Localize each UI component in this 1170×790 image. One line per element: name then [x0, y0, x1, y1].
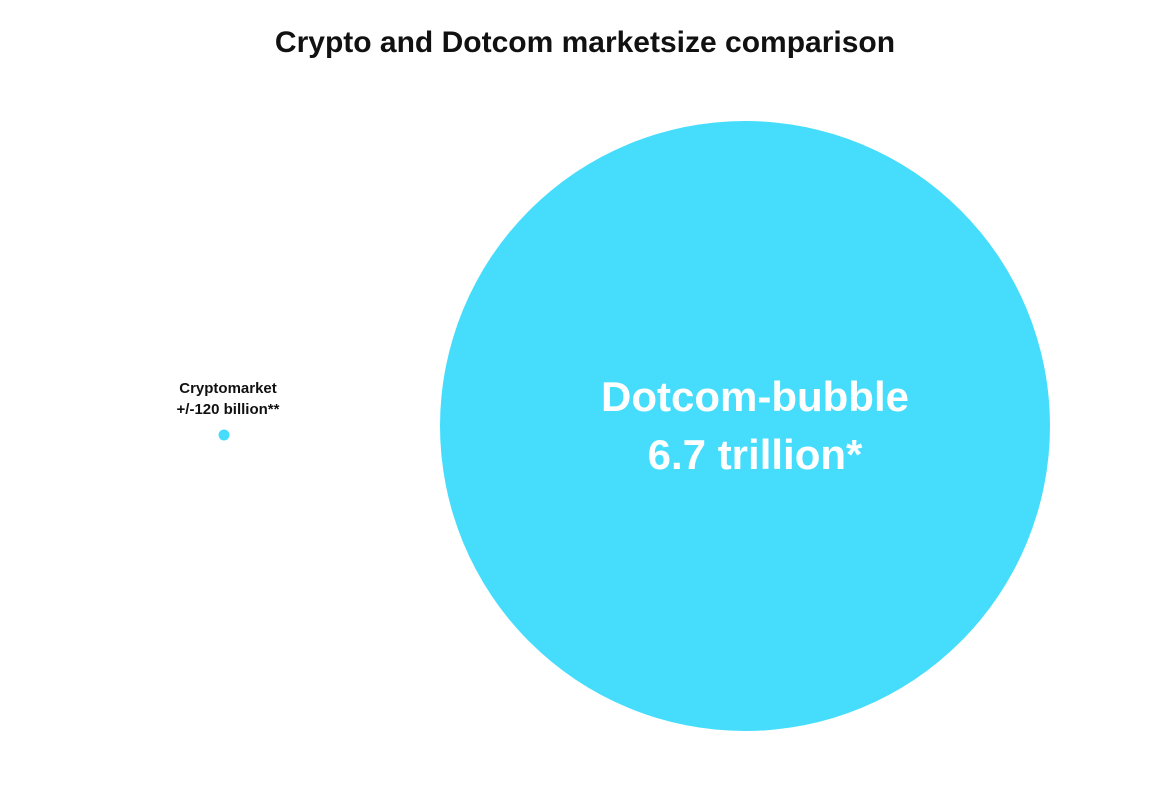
bubble	[440, 121, 1050, 731]
bubble	[218, 429, 230, 441]
bubble-label: Cryptomarket	[179, 380, 277, 397]
value-label: +/-120 billion**	[177, 401, 280, 418]
value-label: 6.7 trillion*	[648, 431, 863, 478]
chart-title: Crypto and Dotcom marketsize comparison	[275, 26, 895, 59]
bubble-label: Dotcom-bubble	[601, 373, 909, 420]
